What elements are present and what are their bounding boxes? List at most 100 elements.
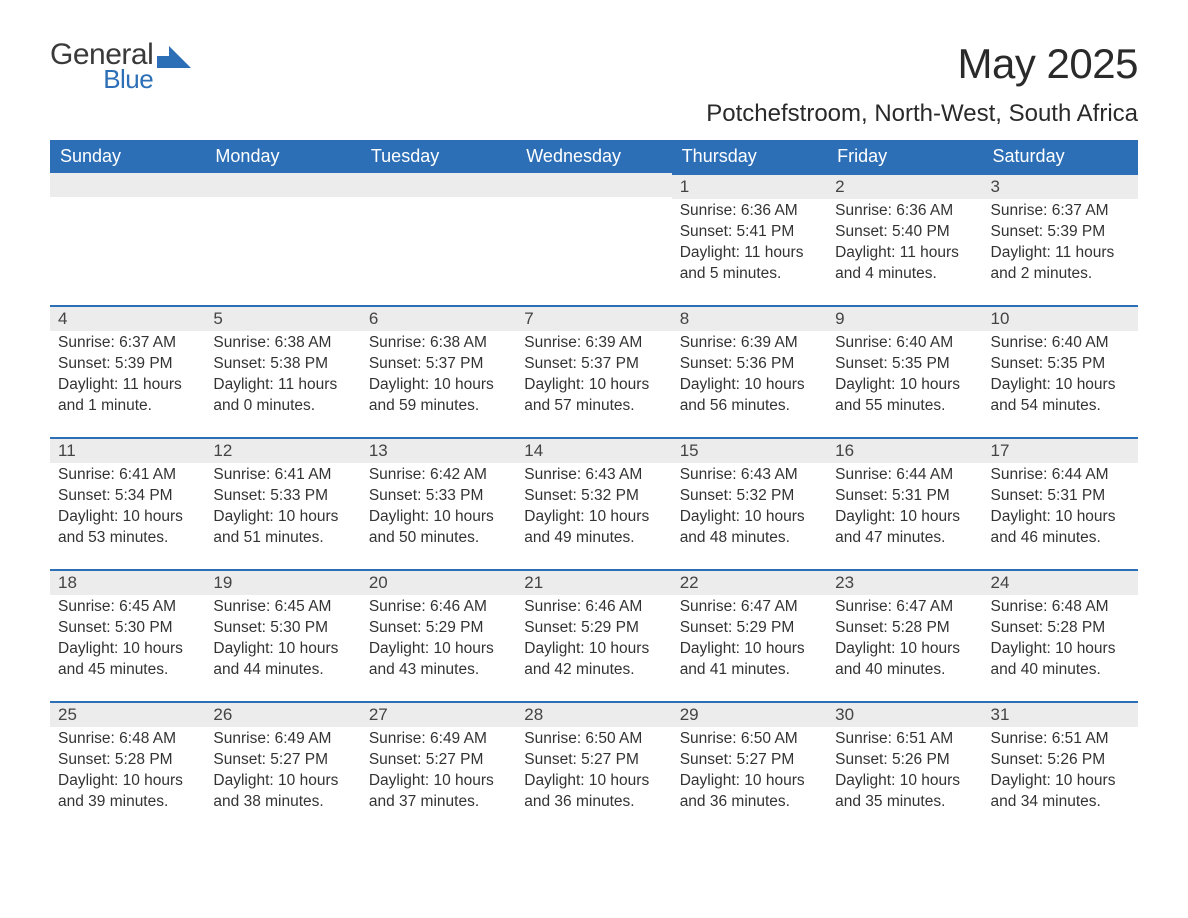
day-number: 19 [205,569,360,595]
day-number: 12 [205,437,360,463]
day-number: 29 [672,701,827,727]
calendar-day-cell: 13Sunrise: 6:42 AMSunset: 5:33 PMDayligh… [361,437,516,569]
sunrise-text: Sunrise: 6:40 AM [835,333,974,354]
calendar-day-cell: 1Sunrise: 6:36 AMSunset: 5:41 PMDaylight… [672,173,827,305]
day-number: 11 [50,437,205,463]
daylight-text: Daylight: 10 hours and 48 minutes. [680,507,819,549]
daylight-text: Daylight: 10 hours and 36 minutes. [680,771,819,813]
calendar-empty-cell [516,173,671,305]
calendar-day-cell: 10Sunrise: 6:40 AMSunset: 5:35 PMDayligh… [983,305,1138,437]
calendar-day-cell: 19Sunrise: 6:45 AMSunset: 5:30 PMDayligh… [205,569,360,701]
day-number: 21 [516,569,671,595]
calendar-day-cell: 17Sunrise: 6:44 AMSunset: 5:31 PMDayligh… [983,437,1138,569]
day-number: 5 [205,305,360,331]
weekday-header: Sunday [50,140,205,173]
title-block: May 2025 Potchefstroom, North-West, Sout… [706,40,1138,134]
daylight-text: Daylight: 10 hours and 41 minutes. [680,639,819,681]
daylight-text: Daylight: 10 hours and 53 minutes. [58,507,197,549]
sunset-text: Sunset: 5:30 PM [58,618,197,639]
sunrise-text: Sunrise: 6:48 AM [991,597,1130,618]
calendar-day-cell: 12Sunrise: 6:41 AMSunset: 5:33 PMDayligh… [205,437,360,569]
sunset-text: Sunset: 5:27 PM [213,750,352,771]
sunset-text: Sunset: 5:36 PM [680,354,819,375]
sunrise-text: Sunrise: 6:40 AM [991,333,1130,354]
day-number: 31 [983,701,1138,727]
day-number: 1 [672,173,827,199]
calendar-day-cell: 5Sunrise: 6:38 AMSunset: 5:38 PMDaylight… [205,305,360,437]
calendar-day-cell: 31Sunrise: 6:51 AMSunset: 5:26 PMDayligh… [983,701,1138,833]
sunrise-text: Sunrise: 6:41 AM [213,465,352,486]
sunset-text: Sunset: 5:29 PM [524,618,663,639]
daylight-text: Daylight: 11 hours and 2 minutes. [991,243,1130,285]
day-details: Sunrise: 6:48 AMSunset: 5:28 PMDaylight:… [983,597,1138,685]
location-subtitle: Potchefstroom, North-West, South Africa [706,100,1138,128]
daylight-text: Daylight: 11 hours and 1 minute. [58,375,197,417]
sunrise-text: Sunrise: 6:44 AM [835,465,974,486]
calendar-day-cell: 28Sunrise: 6:50 AMSunset: 5:27 PMDayligh… [516,701,671,833]
sunrise-text: Sunrise: 6:45 AM [58,597,197,618]
day-details: Sunrise: 6:39 AMSunset: 5:37 PMDaylight:… [516,333,671,421]
sunrise-text: Sunrise: 6:44 AM [991,465,1130,486]
sunrise-text: Sunrise: 6:38 AM [369,333,508,354]
sunrise-text: Sunrise: 6:47 AM [680,597,819,618]
day-details: Sunrise: 6:45 AMSunset: 5:30 PMDaylight:… [50,597,205,685]
day-details: Sunrise: 6:44 AMSunset: 5:31 PMDaylight:… [827,465,982,553]
daylight-text: Daylight: 10 hours and 37 minutes. [369,771,508,813]
sunset-text: Sunset: 5:38 PM [213,354,352,375]
day-details: Sunrise: 6:50 AMSunset: 5:27 PMDaylight:… [516,729,671,817]
sunset-text: Sunset: 5:26 PM [835,750,974,771]
calendar-empty-cell [205,173,360,305]
day-details: Sunrise: 6:38 AMSunset: 5:38 PMDaylight:… [205,333,360,421]
day-details: Sunrise: 6:36 AMSunset: 5:40 PMDaylight:… [827,201,982,289]
day-details: Sunrise: 6:40 AMSunset: 5:35 PMDaylight:… [983,333,1138,421]
sunrise-text: Sunrise: 6:51 AM [991,729,1130,750]
daylight-text: Daylight: 10 hours and 44 minutes. [213,639,352,681]
empty-day-bar [516,173,671,197]
day-details: Sunrise: 6:42 AMSunset: 5:33 PMDaylight:… [361,465,516,553]
sunset-text: Sunset: 5:27 PM [369,750,508,771]
sunset-text: Sunset: 5:31 PM [835,486,974,507]
calendar-day-cell: 16Sunrise: 6:44 AMSunset: 5:31 PMDayligh… [827,437,982,569]
day-details: Sunrise: 6:47 AMSunset: 5:29 PMDaylight:… [672,597,827,685]
calendar-day-cell: 18Sunrise: 6:45 AMSunset: 5:30 PMDayligh… [50,569,205,701]
weekday-header: Tuesday [361,140,516,173]
day-number: 9 [827,305,982,331]
day-number: 14 [516,437,671,463]
sunset-text: Sunset: 5:28 PM [835,618,974,639]
daylight-text: Daylight: 10 hours and 59 minutes. [369,375,508,417]
calendar-day-cell: 9Sunrise: 6:40 AMSunset: 5:35 PMDaylight… [827,305,982,437]
sunset-text: Sunset: 5:29 PM [680,618,819,639]
calendar-week-row: 11Sunrise: 6:41 AMSunset: 5:34 PMDayligh… [50,437,1138,569]
daylight-text: Daylight: 10 hours and 39 minutes. [58,771,197,813]
calendar-week-row: 4Sunrise: 6:37 AMSunset: 5:39 PMDaylight… [50,305,1138,437]
sunrise-text: Sunrise: 6:46 AM [524,597,663,618]
sunrise-text: Sunrise: 6:39 AM [524,333,663,354]
sunrise-text: Sunrise: 6:43 AM [680,465,819,486]
sunset-text: Sunset: 5:35 PM [835,354,974,375]
daylight-text: Daylight: 10 hours and 49 minutes. [524,507,663,549]
day-number: 30 [827,701,982,727]
sunset-text: Sunset: 5:39 PM [991,222,1130,243]
day-number: 4 [50,305,205,331]
day-details: Sunrise: 6:51 AMSunset: 5:26 PMDaylight:… [983,729,1138,817]
day-details: Sunrise: 6:41 AMSunset: 5:33 PMDaylight:… [205,465,360,553]
calendar-week-row: 1Sunrise: 6:36 AMSunset: 5:41 PMDaylight… [50,173,1138,305]
daylight-text: Daylight: 10 hours and 51 minutes. [213,507,352,549]
day-number: 24 [983,569,1138,595]
sunrise-text: Sunrise: 6:41 AM [58,465,197,486]
day-details: Sunrise: 6:36 AMSunset: 5:41 PMDaylight:… [672,201,827,289]
sunrise-text: Sunrise: 6:49 AM [213,729,352,750]
sunrise-text: Sunrise: 6:39 AM [680,333,819,354]
day-details: Sunrise: 6:41 AMSunset: 5:34 PMDaylight:… [50,465,205,553]
empty-day-bar [205,173,360,197]
sunrise-text: Sunrise: 6:42 AM [369,465,508,486]
calendar-table: SundayMondayTuesdayWednesdayThursdayFrid… [50,140,1138,833]
sunset-text: Sunset: 5:34 PM [58,486,197,507]
sunset-text: Sunset: 5:30 PM [213,618,352,639]
brand-logo: General Blue [50,40,191,92]
day-details: Sunrise: 6:45 AMSunset: 5:30 PMDaylight:… [205,597,360,685]
daylight-text: Daylight: 10 hours and 46 minutes. [991,507,1130,549]
calendar-week-row: 25Sunrise: 6:48 AMSunset: 5:28 PMDayligh… [50,701,1138,833]
sunrise-text: Sunrise: 6:51 AM [835,729,974,750]
day-details: Sunrise: 6:48 AMSunset: 5:28 PMDaylight:… [50,729,205,817]
